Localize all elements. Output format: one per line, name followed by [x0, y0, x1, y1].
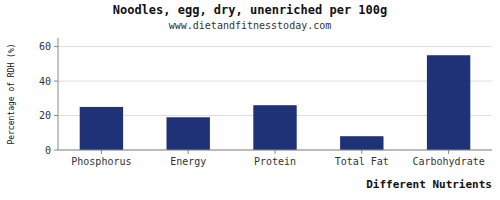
y-axis-line — [58, 38, 59, 150]
bar — [167, 117, 210, 150]
y-tick — [54, 46, 58, 47]
subtitle: www.dietandfitnesstoday.com — [169, 20, 332, 31]
x-tick-label: Total Fat — [335, 156, 389, 167]
y-axis-label: Percentage of RDH (%) — [7, 43, 16, 144]
bar — [80, 107, 123, 150]
x-tick-label: Carbohydrate — [412, 156, 484, 167]
y-tick-label: 20 — [39, 110, 51, 121]
x-tick-label: Phosphorus — [71, 156, 131, 167]
x-tick — [361, 150, 362, 154]
bar — [253, 105, 296, 150]
x-axis-label: Different Nutrients — [366, 178, 492, 191]
chart-container: Noodles, egg, dry, unenriched per 100g ww… — [0, 0, 500, 200]
grid-line — [58, 46, 492, 47]
y-tick-label: 60 — [39, 41, 51, 52]
y-tick — [54, 150, 58, 151]
y-tick — [54, 81, 58, 82]
bar — [340, 136, 383, 150]
chart-svg: Noodles, egg, dry, unenriched per 100g ww… — [0, 0, 500, 200]
x-tick-label: Energy — [170, 156, 206, 167]
x-tick — [448, 150, 449, 154]
y-tick-label: 0 — [45, 145, 51, 156]
bars — [80, 55, 471, 150]
title: Noodles, egg, dry, unenriched per 100g — [113, 3, 388, 17]
x-tick — [101, 150, 102, 154]
grid — [58, 47, 492, 150]
x-tick-label: Protein — [254, 156, 296, 167]
y-tick — [54, 115, 58, 116]
bar — [427, 55, 470, 150]
x-tick — [275, 150, 276, 154]
x-tick — [188, 150, 189, 154]
y-tick-label: 40 — [39, 76, 51, 87]
